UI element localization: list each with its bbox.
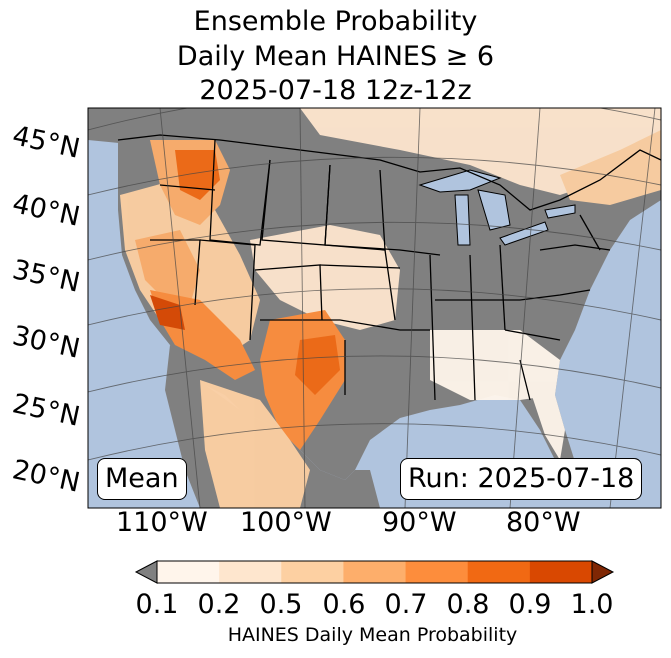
run-box: Run: 2025-07-18 [400, 458, 643, 500]
colorbar-tick-1.0: 1.0 [570, 589, 614, 620]
colorbar-tick-0.7: 0.7 [384, 589, 428, 620]
colorbar-bin [219, 561, 282, 583]
lake-huron [477, 189, 511, 231]
lake-superior [418, 169, 502, 193]
colorbar-bin [281, 561, 344, 583]
colorbar-bin [529, 561, 593, 583]
colorbar-tick-0.5: 0.5 [259, 589, 303, 620]
lake-michigan [454, 194, 471, 246]
colorbar-bin [467, 561, 531, 583]
title-line-1: Ensemble Probability [193, 6, 478, 37]
colorbar-label: HAINES Daily Mean Probability [227, 624, 518, 646]
title-line-3: 2025-07-18 12z-12z [199, 75, 472, 106]
stat-box: Mean [97, 458, 187, 500]
great-lakes [418, 169, 576, 246]
colorbar-frame [156, 560, 593, 584]
fill-southeast [430, 330, 560, 400]
fill-florida [530, 390, 565, 460]
title-line-2: Daily Mean HAINES ≥ 6 [176, 41, 495, 72]
fill-plains [250, 225, 400, 330]
colorbar-tick-0.8: 0.8 [446, 589, 490, 620]
lon-label-100: 100°W [240, 507, 332, 538]
lon-label-110: 110°W [116, 507, 208, 538]
colorbar-bin [343, 561, 407, 583]
colorbar-bins [157, 561, 593, 583]
fill-ca-nv [135, 230, 200, 305]
colorbar-tick-0.6: 0.6 [322, 589, 366, 620]
colorbar-tick-0.2: 0.2 [197, 589, 241, 620]
colorbar-over-arrow [591, 560, 615, 584]
graticule [88, 108, 661, 508]
lake-erie [499, 221, 549, 246]
lake-ontario [544, 204, 576, 219]
fill-canada-east [560, 130, 661, 205]
lon-label-90: 90°W [382, 507, 457, 538]
fill-mexico [200, 380, 310, 508]
fill-nm-core [295, 335, 340, 395]
fill-socal-core [150, 295, 185, 330]
colorbar-under-arrow [134, 560, 158, 584]
colorbar-bin [405, 561, 469, 583]
map-frame [87, 107, 662, 509]
lon-label-80: 80°W [506, 507, 581, 538]
state-borders [117, 134, 661, 401]
colorbar-bin [157, 561, 220, 583]
colorbar-tick-0.9: 0.9 [508, 589, 552, 620]
colorbar-tick-0.1: 0.1 [135, 589, 179, 620]
